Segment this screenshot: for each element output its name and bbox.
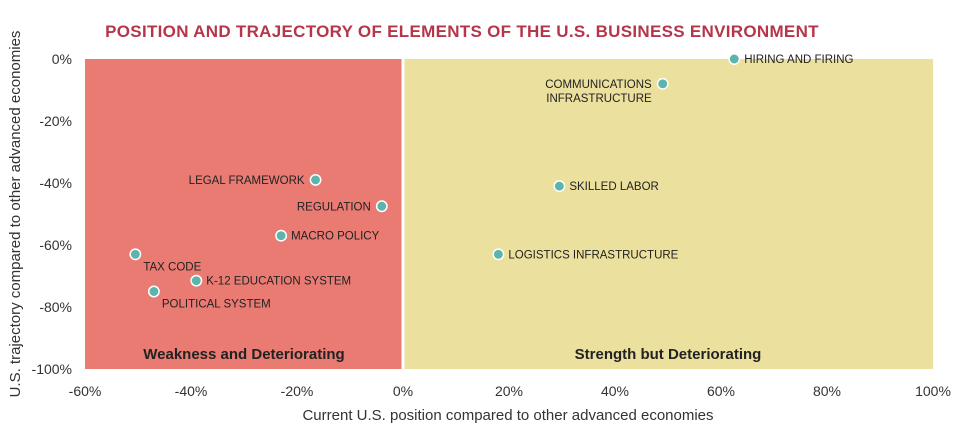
- chart-title: POSITION AND TRAJECTORY OF ELEMENTS OF T…: [105, 22, 819, 41]
- quadrant-label-2: Strength but Deteriorating: [575, 346, 762, 363]
- x-tick-label: 0%: [393, 383, 413, 399]
- data-point: [656, 77, 669, 90]
- x-axis-label: Current U.S. position compared to other …: [302, 407, 713, 424]
- data-points: [129, 53, 741, 298]
- data-point-label: REGULATION: [297, 201, 371, 213]
- quadrant-layer: [85, 59, 933, 369]
- quadrant-label-1: Weakness and Deteriorating: [143, 346, 344, 363]
- data-point-label: LEGAL FRAMEWORK: [189, 175, 305, 187]
- data-point: [728, 53, 741, 65]
- x-tick-label: -60%: [69, 383, 102, 399]
- x-tick-label: 80%: [813, 383, 841, 399]
- data-point-label: SKILLED LABOR: [569, 181, 658, 193]
- data-point: [309, 173, 322, 186]
- data-point-label: COMMUNICATIONS INFRASTRUCTURE: [545, 79, 652, 105]
- y-tick-label: 0%: [52, 51, 72, 67]
- data-point-label: POLITICAL SYSTEM: [162, 299, 271, 311]
- data-point-label: MACRO POLICY: [291, 231, 380, 243]
- data-point: [375, 200, 388, 213]
- quadrant-1: [85, 59, 403, 369]
- data-point-label: LOGISTICS INFRASTRUCTURE: [508, 249, 678, 261]
- x-tick-label: -20%: [281, 383, 314, 399]
- y-axis-ticks: 0% -20% -40% -60% -80% -100%: [32, 51, 72, 377]
- y-tick-label: -100%: [32, 361, 72, 377]
- x-tick-label: 100%: [915, 383, 951, 399]
- data-point: [129, 248, 142, 261]
- x-axis-ticks: -60% -40% -20% 0% 20% 40% 60% 80% 100%: [69, 383, 951, 399]
- y-tick-label: -80%: [39, 299, 72, 315]
- x-tick-label: -40%: [175, 383, 208, 399]
- data-point: [190, 274, 203, 287]
- x-tick-label: 40%: [601, 383, 629, 399]
- x-tick-label: 60%: [707, 383, 735, 399]
- y-axis-label: U.S. trajectory compared to other advanc…: [7, 31, 24, 398]
- data-point-label: K-12 EDUCATION SYSTEM: [206, 276, 351, 288]
- data-point-label: HIRING AND FIRING: [744, 54, 853, 66]
- y-tick-label: -60%: [39, 237, 72, 253]
- data-point: [275, 229, 288, 242]
- data-point-label-line: INFRASTRUCTURE: [546, 93, 652, 105]
- y-tick-label: -20%: [39, 113, 72, 129]
- data-point: [553, 180, 566, 193]
- data-point-label-line: COMMUNICATIONS: [545, 79, 652, 91]
- quadrant-label-layer: Weakness and Deteriorating Strength but D…: [143, 346, 761, 363]
- x-tick-label: 20%: [495, 383, 523, 399]
- data-point-labels: HIRING AND FIRING COMMUNICATIONS INFRASTRU…: [143, 54, 853, 311]
- y-tick-label: -40%: [39, 175, 72, 191]
- data-point-label: TAX CODE: [143, 261, 201, 273]
- data-point: [492, 248, 505, 261]
- data-point: [147, 285, 160, 298]
- quadrant-2: [403, 59, 933, 369]
